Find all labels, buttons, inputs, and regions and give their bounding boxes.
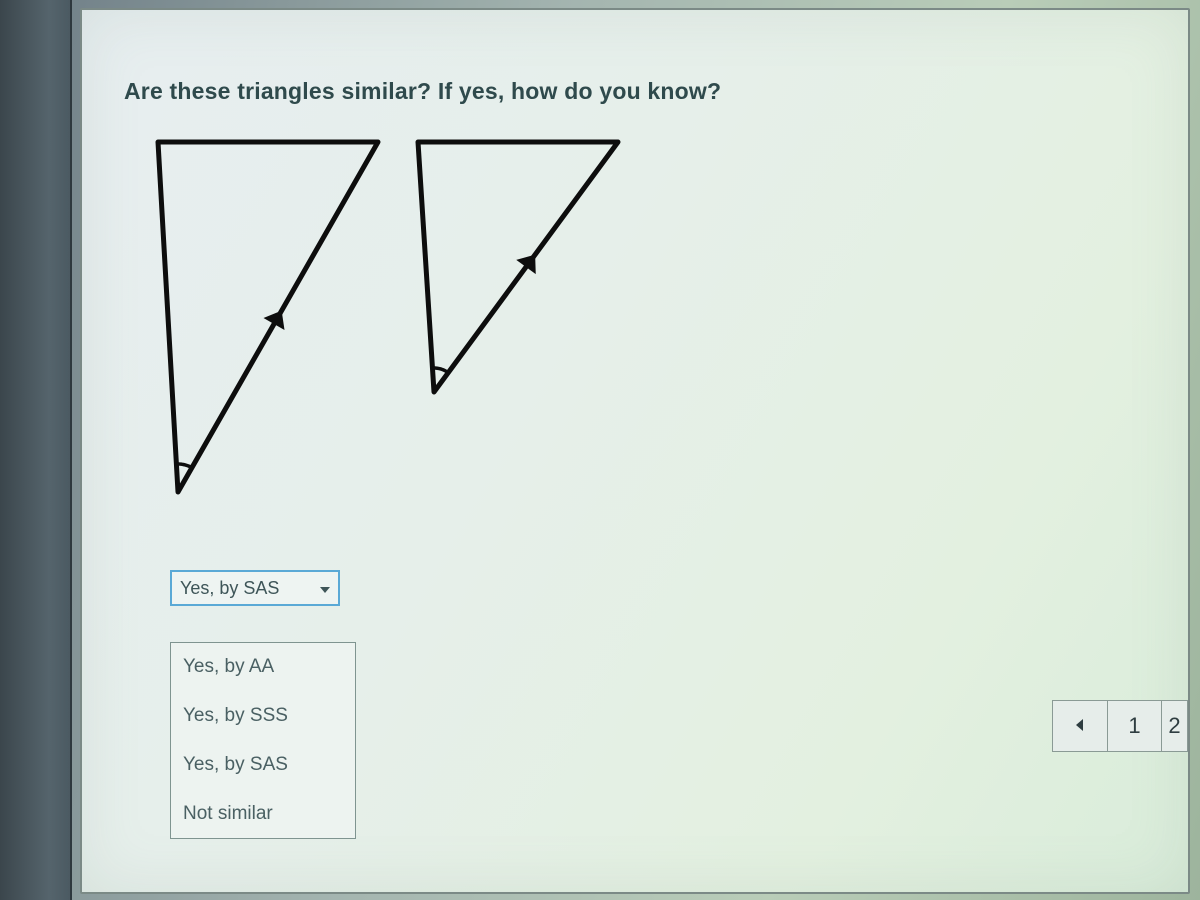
dropdown-option-aa[interactable]: Yes, by AA	[171, 643, 355, 692]
triangles-figure	[118, 122, 678, 522]
chevron-down-icon	[318, 581, 332, 595]
pager-page-2-partial[interactable]: 2	[1161, 701, 1187, 751]
pager-prev-button[interactable]	[1053, 701, 1107, 751]
answer-dropdown-options: Yes, by AA Yes, by SSS Yes, by SAS Not s…	[170, 642, 356, 839]
monitor-bezel-left	[0, 0, 72, 900]
quiz-content-panel: Are these triangles similar? If yes, how…	[80, 8, 1190, 894]
answer-dropdown-selected: Yes, by SAS	[180, 578, 279, 599]
question-pager: 1 2	[1052, 700, 1188, 752]
dropdown-option-sas[interactable]: Yes, by SAS	[171, 741, 355, 790]
dropdown-option-sss[interactable]: Yes, by SSS	[171, 692, 355, 741]
screen-frame: Are these triangles similar? If yes, how…	[0, 0, 1200, 900]
triangle-left-icon	[1072, 713, 1088, 739]
dropdown-option-notsimilar[interactable]: Not similar	[171, 790, 355, 838]
question-prompt: Are these triangles similar? If yes, how…	[124, 78, 721, 105]
pager-page-1[interactable]: 1	[1107, 701, 1161, 751]
triangles-svg	[118, 122, 678, 522]
answer-dropdown[interactable]: Yes, by SAS	[170, 570, 340, 606]
